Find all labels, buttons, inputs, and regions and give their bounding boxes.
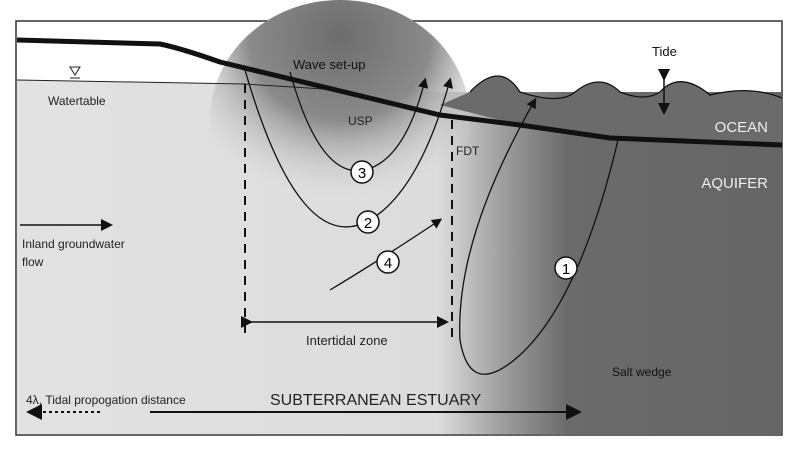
- ocean-region: [440, 76, 782, 145]
- svg-text:3: 3: [358, 165, 366, 182]
- tidal-propagation-label: 4λ, Tidal propogation distance: [26, 393, 186, 407]
- usp-shading: [210, 0, 470, 240]
- usp-label: USP: [348, 114, 373, 128]
- intertidal-zone-label: Intertidal zone: [306, 333, 388, 348]
- flowpath-1: [459, 97, 619, 375]
- svg-text:4: 4: [384, 255, 392, 272]
- svg-text:2: 2: [364, 215, 372, 232]
- flowpath-marker-4: 4: [376, 250, 400, 274]
- tide-wave-line: [469, 75, 783, 100]
- aquifer-label: AQUIFER: [701, 175, 768, 192]
- wave-setup-line: [244, 69, 421, 111]
- flowpath-marker-3: 3: [350, 160, 374, 184]
- wave-setup-label: Wave set-up: [293, 57, 366, 72]
- watertable-label: Watertable: [48, 94, 106, 108]
- salt-wedge-label: Salt wedge: [612, 365, 672, 379]
- watertable-symbol-icon: [69, 66, 81, 76]
- flowpath-marker-2: 2: [356, 210, 380, 234]
- inland-flow-label-2: flow: [22, 255, 44, 269]
- svg-text:1: 1: [562, 261, 570, 278]
- tide-label: Tide: [652, 44, 677, 59]
- aquifer-region: [17, 80, 782, 434]
- ocean-label: OCEAN: [715, 119, 768, 136]
- estuary-label: SUBTERRANEAN ESTUARY: [270, 392, 482, 409]
- inland-flow-label-1: Inland groundwater: [22, 237, 125, 251]
- land-surface-line: [16, 37, 783, 148]
- flowpath-marker-1: 1: [554, 256, 578, 280]
- fdt-label: FDT: [456, 144, 480, 158]
